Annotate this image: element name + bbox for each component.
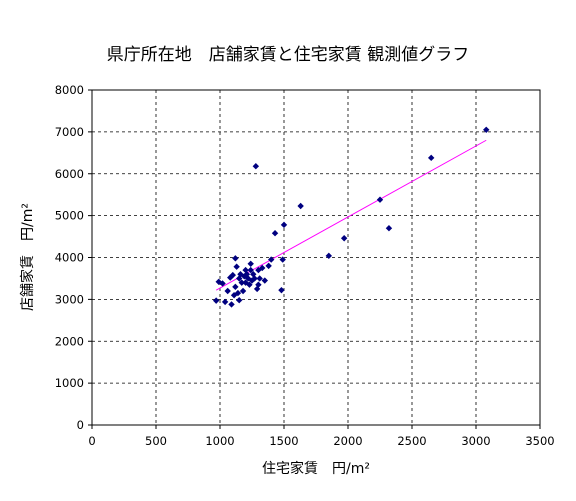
data-point xyxy=(212,297,220,304)
data-point xyxy=(251,275,258,282)
y-tick-label: 0 xyxy=(77,418,84,432)
data-point xyxy=(234,289,242,297)
data-point xyxy=(280,221,288,229)
y-tick-label: 7000 xyxy=(55,125,84,139)
data-point xyxy=(233,263,240,270)
data-point xyxy=(385,224,393,232)
data-point xyxy=(248,277,256,284)
y-tick-label: 4000 xyxy=(55,251,84,265)
data-point xyxy=(246,281,253,288)
data-point xyxy=(224,287,231,295)
data-point xyxy=(228,301,235,308)
data-point xyxy=(268,256,275,263)
y-tick-label: 3000 xyxy=(55,292,84,306)
data-point xyxy=(279,256,286,263)
x-tick-label: 1000 xyxy=(205,434,234,448)
data-point xyxy=(244,275,252,282)
data-point xyxy=(483,126,490,133)
data-point xyxy=(376,196,384,203)
data-point xyxy=(232,283,239,291)
data-point xyxy=(239,287,247,295)
data-point xyxy=(265,262,272,270)
y-tick-label: 8000 xyxy=(55,83,84,97)
data-point xyxy=(325,252,332,260)
data-point xyxy=(238,279,245,286)
x-tick-label: 0 xyxy=(88,434,95,448)
data-point xyxy=(340,235,348,242)
x-tick-label: 2500 xyxy=(397,434,426,448)
data-point xyxy=(297,202,304,210)
chart-title: 県庁所在地 店舗家賃と住宅家賃 観測値グラフ xyxy=(106,45,470,65)
data-point xyxy=(221,298,229,306)
y-tick-label: 5000 xyxy=(55,209,84,223)
data-point xyxy=(259,264,266,272)
x-tick-label: 500 xyxy=(145,434,167,448)
data-point xyxy=(236,297,243,304)
trendline xyxy=(215,139,487,291)
x-axis-label: 住宅家賃 円/m² xyxy=(262,461,370,477)
data-point xyxy=(229,271,236,279)
data-point xyxy=(256,275,263,282)
data-point xyxy=(255,281,262,288)
y-tick-label: 1000 xyxy=(55,376,84,390)
data-point xyxy=(428,154,435,162)
data-point xyxy=(278,286,285,294)
x-tick-label: 1500 xyxy=(269,434,298,448)
x-tick-label: 2000 xyxy=(333,434,362,448)
data-point xyxy=(261,277,268,284)
data-point xyxy=(252,163,260,170)
y-tick-label: 6000 xyxy=(55,167,84,181)
data-point xyxy=(247,266,254,274)
data-point xyxy=(247,260,254,267)
data-point xyxy=(271,230,279,237)
x-tick-label: 3500 xyxy=(525,434,554,448)
x-tick-label: 3000 xyxy=(461,434,490,448)
data-point xyxy=(232,255,239,262)
y-tick-label: 2000 xyxy=(55,334,84,348)
data-point xyxy=(219,280,226,287)
